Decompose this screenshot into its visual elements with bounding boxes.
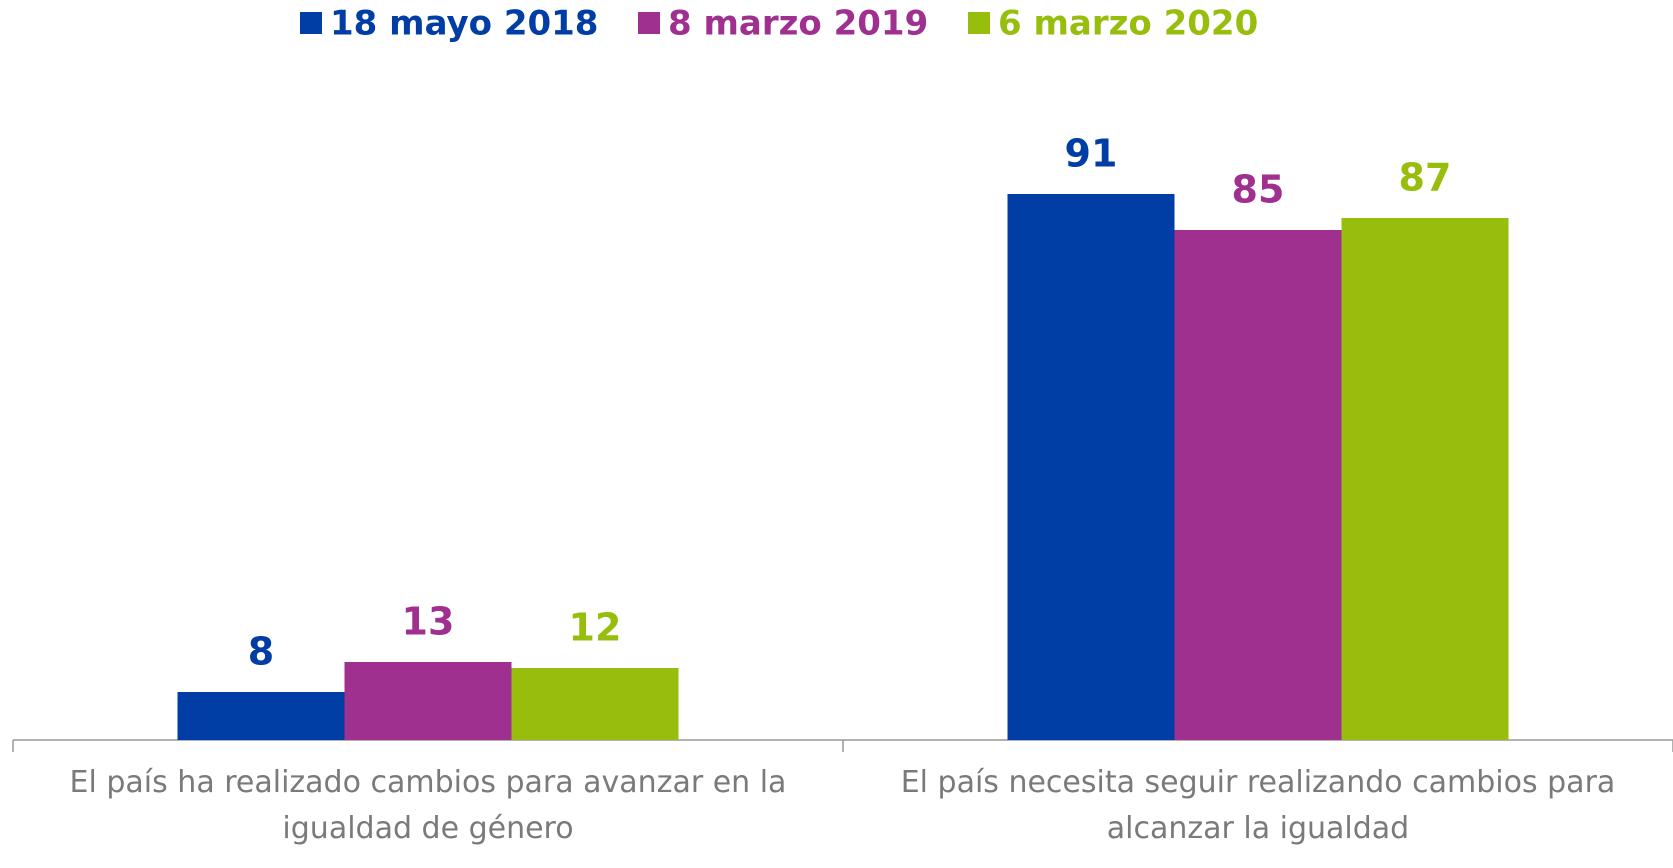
legend-label: 6 marzo 2020 <box>998 4 1258 44</box>
x-tick-label: El país ha realizado cambios para avanza… <box>69 765 787 846</box>
legend-label: 18 mayo 2018 <box>330 4 598 44</box>
data-label: 87 <box>1399 156 1452 200</box>
data-label: 12 <box>569 606 622 650</box>
legend-swatch <box>638 12 660 34</box>
legend-swatch <box>968 12 990 34</box>
data-label: 85 <box>1232 168 1285 212</box>
data-label: 91 <box>1065 132 1118 176</box>
bar <box>511 668 679 740</box>
data-label: 13 <box>402 600 455 644</box>
bar <box>344 662 512 740</box>
bar <box>1174 230 1342 740</box>
bar <box>1007 194 1175 740</box>
legend-label: 8 marzo 2019 <box>668 4 928 44</box>
bar <box>1341 218 1509 740</box>
x-tick-label: El país necesita seguir realizando cambi… <box>900 765 1616 846</box>
data-label: 8 <box>248 630 274 674</box>
legend-swatch <box>300 12 322 34</box>
bar <box>177 692 345 740</box>
